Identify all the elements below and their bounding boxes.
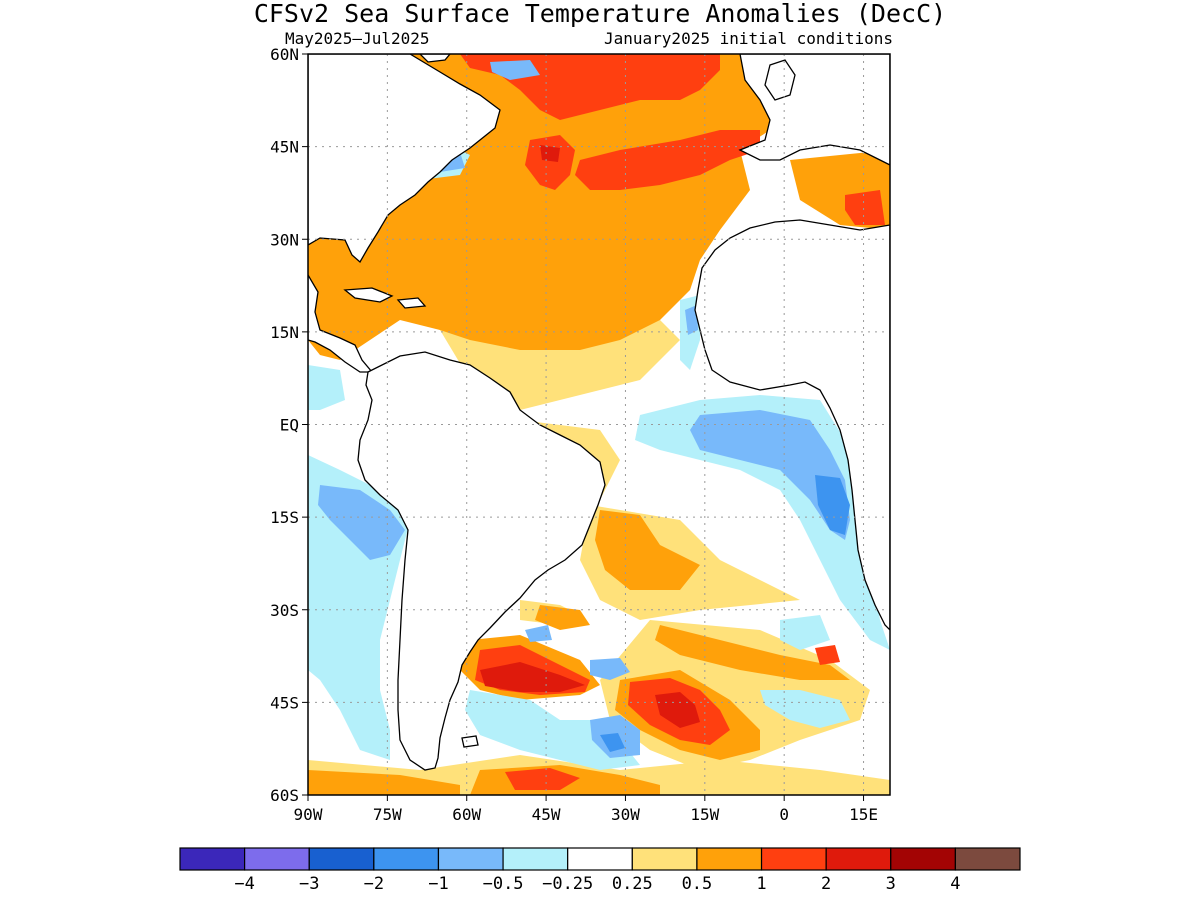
- colorbar-label: −2: [364, 874, 384, 894]
- lon-tick-label: 15E: [849, 805, 878, 824]
- colorbar-swatch: [244, 847, 310, 871]
- colorbar-swatch: [825, 847, 892, 871]
- colorbar-swatch: [179, 847, 246, 871]
- lat-tick-label: 45N: [270, 138, 299, 157]
- colorbar-label: 4: [950, 874, 960, 894]
- colorbar-label: −3: [299, 874, 319, 894]
- africa: [694, 219, 890, 631]
- lat-tick-label: 30S: [270, 601, 299, 620]
- lat-tick-labels: 60N 45N 30N 15N EQ 15S 30S 45S 60S: [270, 45, 299, 805]
- lon-tick-label: 30W: [611, 805, 640, 824]
- colorbar-swatch: [631, 847, 698, 871]
- lat-tick-label: 15N: [270, 323, 299, 342]
- colorbar-swatch: [308, 847, 375, 871]
- colorbar-label: 2: [821, 874, 831, 894]
- chart-title: CFSv2 Sea Surface Temperature Anomalies …: [254, 0, 946, 28]
- lon-tick-labels: 90W 75W 60W 45W 30W 15W 0 15E: [294, 805, 878, 824]
- north-america: [308, 54, 501, 264]
- subtitle-left: May2025—Jul2025: [285, 29, 430, 48]
- lon-tick-label: 45W: [532, 805, 561, 824]
- hispaniola: [396, 297, 427, 309]
- colorbar-swatch: [567, 847, 633, 871]
- colorbar-label: −0.25: [542, 874, 593, 894]
- colorbar-label: 0.5: [682, 874, 713, 894]
- lat-tick-label: 15S: [270, 508, 299, 527]
- colorbar-label: −0.5: [483, 874, 524, 894]
- colorbar-swatch: [954, 847, 1021, 871]
- lat-tick-label: EQ: [280, 416, 299, 435]
- subtitle-right: January2025 initial conditions: [604, 29, 893, 48]
- central-america: [308, 273, 374, 373]
- lon-tick-label: 90W: [294, 805, 323, 824]
- lon-tick-label: 0: [779, 805, 789, 824]
- great-britain: [764, 59, 796, 101]
- colorbar-label: −4: [234, 874, 254, 894]
- colorbar-swatch: [696, 847, 763, 871]
- lat-tick-label: 60N: [270, 45, 299, 64]
- anomaly-band-neg1-neg2: [600, 475, 850, 752]
- falklands: [461, 735, 479, 748]
- lat-tick-label: 45S: [270, 693, 299, 712]
- plot-area: [308, 54, 890, 795]
- land-masses: [308, 54, 890, 771]
- anomaly-band-neg0.5-neg1: [318, 60, 850, 758]
- colorbar-label: −1: [428, 874, 448, 894]
- colorbar-swatch: [890, 847, 956, 871]
- lat-tick-label: 30N: [270, 230, 299, 249]
- colorbar-swatch: [502, 847, 569, 871]
- greenland: [419, 54, 451, 63]
- colorbar-swatch: [373, 847, 440, 871]
- axis-ticks: [302, 53, 865, 801]
- cuba: [343, 287, 394, 303]
- colorbar-label: 1: [756, 874, 766, 894]
- lon-tick-label: 60W: [452, 805, 481, 824]
- colorbar-swatch: [437, 847, 504, 871]
- lat-tick-label: 60S: [270, 786, 299, 805]
- colorbar-label: 3: [886, 874, 896, 894]
- colorbar: [179, 847, 1021, 871]
- lon-tick-label: 75W: [373, 805, 402, 824]
- colorbar-labels: −4 −3 −2 −1 −0.5 −0.25 0.25 0.5 1 2 3 4: [234, 874, 960, 894]
- colorbar-label: 0.25: [612, 874, 653, 894]
- anomaly-band-2-3: [480, 145, 700, 728]
- colorbar-swatch: [760, 847, 827, 871]
- graticule: [308, 54, 890, 795]
- lon-tick-label: 15W: [690, 805, 719, 824]
